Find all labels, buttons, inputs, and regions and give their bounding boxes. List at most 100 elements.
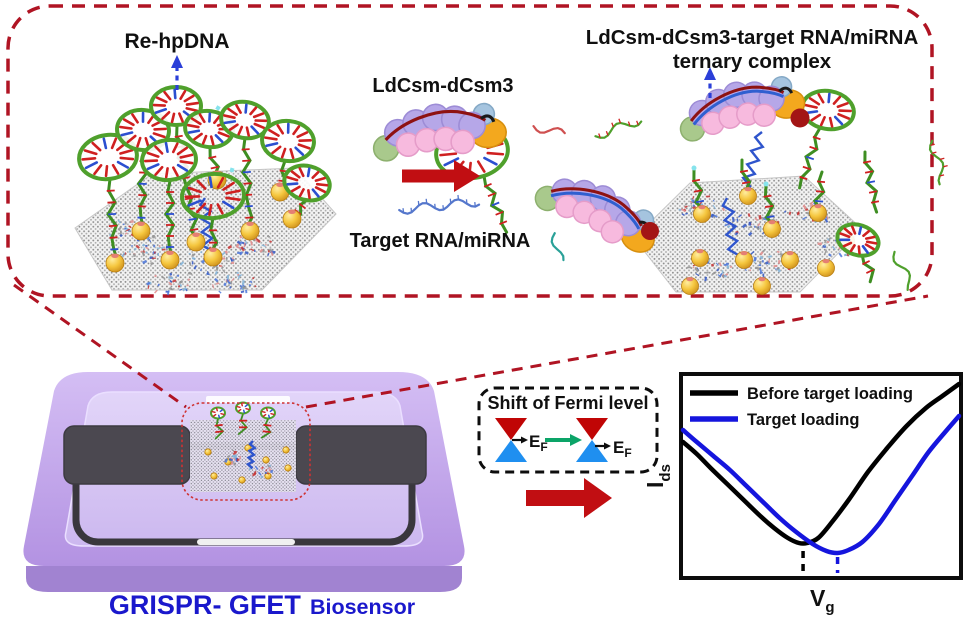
gold-nanoparticle-icon — [186, 232, 206, 252]
fermi-level-box: Shift of Fermi level EF EF — [477, 386, 659, 474]
ldcsm-dcsm3-complex-icon — [372, 102, 507, 162]
x-axis-sub: g — [825, 599, 834, 616]
ef-right-main: E — [613, 438, 624, 457]
gold-nanoparticle-icon — [763, 220, 781, 238]
x-axis-main: V — [810, 585, 826, 611]
adsorbed-molecule-speckles — [224, 449, 242, 466]
re-hpdna-functionalized-graphene — [74, 85, 337, 296]
gold-nanoparticle-icon — [105, 253, 125, 273]
zoom-callout-line-right — [305, 294, 929, 409]
ef-pointer-left-head-icon — [521, 436, 528, 444]
hairpin-dna-icon — [77, 132, 139, 182]
fermi-box-dashed-border — [477, 386, 659, 474]
rna-strand-icon — [928, 139, 948, 186]
gold-nanoparticle-icon — [739, 187, 757, 205]
gold-nanoparticle-icon — [131, 221, 151, 241]
linker-zigzag-icon — [721, 197, 740, 257]
ef-left-main: E — [529, 432, 540, 451]
dna-stem-icon — [691, 168, 707, 213]
ldcsm-dcsm3-complex-icon — [534, 178, 655, 253]
adsorbed-molecule-speckles — [212, 271, 257, 294]
gold-nanoparticle-icon — [691, 249, 709, 267]
drain-electrode — [295, 425, 427, 485]
gold-nanoparticle-icon — [262, 456, 270, 464]
dirac-cone-valence-left-icon — [495, 440, 527, 462]
gold-nanoparticle-icon — [282, 446, 290, 454]
reaction-arrow-icon — [402, 160, 480, 192]
dna-stem-icon — [763, 184, 777, 228]
dirac-cone-conduction-left-icon — [495, 418, 527, 440]
ternary-release-arrow-icon — [704, 67, 716, 98]
gold-nanoparticle-icon — [753, 277, 771, 295]
dna-stem-icon — [482, 174, 509, 234]
ternary-complex-label-line2: ternary complex — [673, 50, 832, 73]
ef-pointer-right-head-icon — [604, 442, 611, 450]
y-axis-main: I — [642, 482, 668, 488]
re-hpdna-release-arrow-icon — [171, 55, 183, 90]
device-title: GRISPR- GFET Biosensor — [109, 590, 416, 620]
chart-curves — [680, 381, 962, 573]
hairpin-dna-icon — [282, 163, 332, 203]
dirac-cone-valence-right-icon — [576, 440, 608, 462]
re-hpdna-label: Re-hpDNA — [125, 30, 230, 53]
gold-nanoparticle-icon — [204, 448, 212, 456]
y-axis-label: Ids — [642, 464, 674, 488]
sensing-area-dotted-outline — [181, 402, 311, 501]
dna-stem-icon — [237, 413, 248, 435]
gfet-device — [23, 372, 465, 592]
rna-strand-icon — [532, 125, 566, 135]
dna-stem-icon — [106, 177, 119, 263]
ef-right-sub: F — [624, 446, 631, 460]
chip-front-face — [26, 566, 462, 592]
dna-stem-icon — [862, 150, 880, 214]
gold-nanoparticle-icon — [240, 221, 260, 241]
hairpin-dna-icon — [260, 406, 276, 420]
hairpin-dna-icon — [235, 401, 251, 415]
ef-left-sub: F — [540, 440, 547, 454]
channel-glass-highlight — [206, 396, 290, 403]
ternary-complex-label-line1: LdCsm-dCsm3-target RNA/miRNA — [586, 26, 919, 49]
ldcsm-dcsm3-complex-icon — [679, 76, 806, 142]
y-axis-sub: ds — [657, 464, 674, 482]
rna-strand-icon — [398, 194, 481, 215]
target-rna-label: Target RNA/miRNA — [350, 230, 531, 252]
dirac-cone-conduction-right-icon — [576, 418, 608, 440]
source-electrode — [63, 425, 191, 485]
adsorbed-molecule-speckles — [146, 272, 191, 296]
gold-nanoparticle-icon — [264, 472, 272, 480]
fermi-shift-arrow-head-icon — [570, 434, 582, 446]
ef-label-right: EF — [613, 438, 632, 460]
dna-stem-icon — [798, 126, 822, 190]
fermi-box-title: Shift of Fermi level — [487, 393, 648, 413]
rna-strand-icon — [594, 118, 643, 139]
rna-strand-icon — [550, 232, 565, 262]
hairpin-dna-icon — [180, 171, 246, 221]
device-title-main: GRISPR- GFET — [109, 590, 302, 620]
transfer-curve-chart: Before target loading Target loading Ids… — [642, 372, 963, 616]
dcsm3-subunit-icon — [641, 222, 659, 240]
signal-arrow-icon — [526, 478, 612, 518]
transfer-curve-target-loading — [680, 413, 962, 556]
legend-label-target: Target loading — [747, 411, 859, 429]
rna-strand-icon — [892, 250, 912, 292]
ldcsm-label: LdCsm-dCsm3 — [372, 75, 513, 97]
dna-stem-icon — [214, 418, 225, 440]
dna-stem-icon — [260, 418, 272, 439]
dna-stem-icon — [860, 252, 876, 284]
x-axis-label: Vg — [810, 585, 835, 616]
gold-nanoparticle-icon — [817, 259, 835, 277]
zoom-callout-line-left — [13, 283, 187, 409]
ternary-complex-graphene — [434, 76, 948, 295]
gold-nanoparticle-icon — [210, 472, 218, 480]
gold-nanoparticle-icon — [282, 209, 302, 229]
dna-stem-icon — [163, 179, 176, 260]
hairpin-dna-icon — [835, 222, 881, 258]
hairpin-dna-icon — [210, 406, 226, 420]
gold-nanoparticle-icon — [238, 476, 246, 484]
ef-label-left: EF — [529, 432, 548, 454]
hairpin-dna-icon — [260, 118, 316, 164]
gold-nanoparticle-icon — [809, 204, 827, 222]
device-title-sub: Biosensor — [310, 595, 416, 619]
